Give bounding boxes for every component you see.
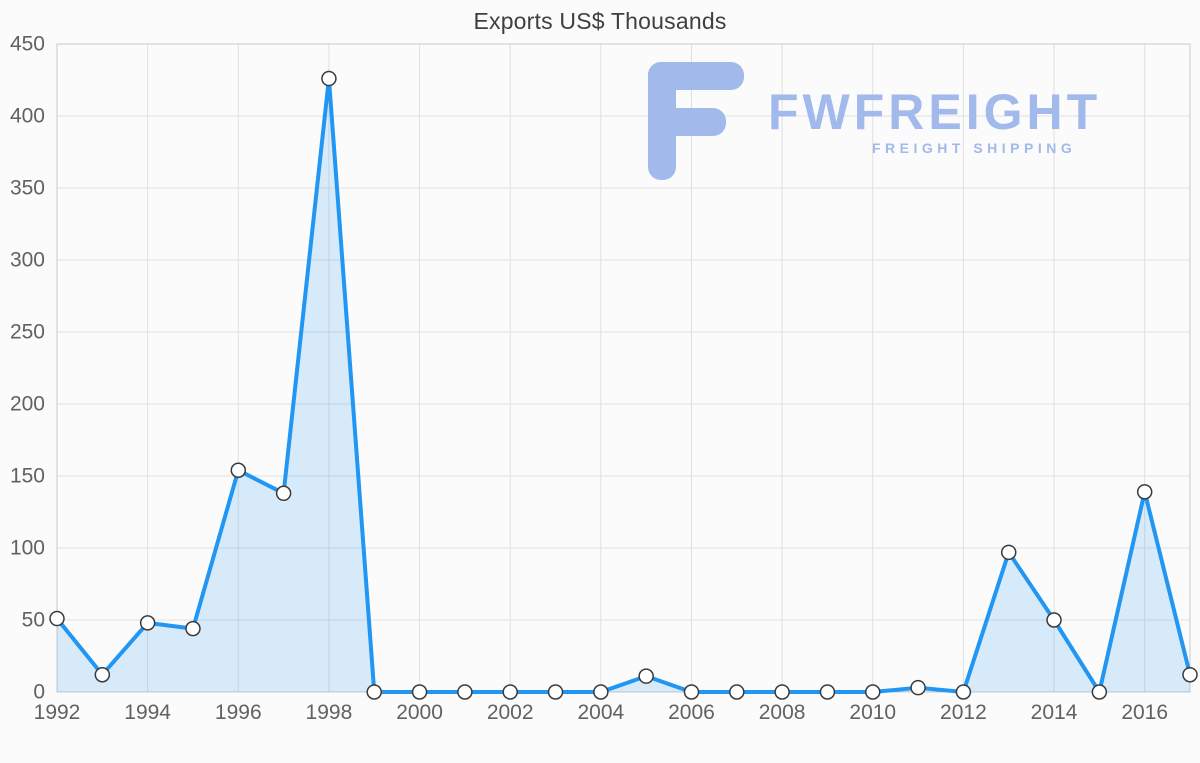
- y-tick-label: 200: [10, 393, 45, 416]
- data-point-2005[interactable]: [638, 668, 654, 684]
- x-tick-label: 2008: [759, 701, 806, 724]
- chart-title: Exports US$ Thousands: [473, 8, 727, 34]
- x-tick-label: 2016: [1121, 701, 1168, 724]
- data-point-2010[interactable]: [865, 684, 881, 700]
- y-tick-label: 300: [10, 249, 45, 272]
- data-point-2013[interactable]: [1000, 544, 1017, 561]
- data-point-2015[interactable]: [1091, 684, 1108, 700]
- data-point-2011[interactable]: [910, 679, 926, 696]
- y-tick-label: 250: [10, 321, 45, 344]
- data-point-1997[interactable]: [275, 485, 292, 502]
- y-tick-label: 100: [10, 537, 45, 560]
- data-point-2000[interactable]: [411, 684, 428, 700]
- y-tick-label: 400: [10, 105, 45, 128]
- data-point-1999[interactable]: [366, 684, 382, 700]
- y-tick-label: 350: [10, 177, 45, 200]
- data-point-1994[interactable]: [139, 615, 156, 631]
- x-tick-label: 1998: [306, 701, 353, 724]
- x-tick-label: 1996: [215, 701, 262, 724]
- x-tick-label: 1994: [124, 701, 171, 724]
- data-point-1998[interactable]: [321, 70, 337, 87]
- x-tick-label: 1992: [34, 701, 81, 724]
- x-tick-label: 2012: [940, 701, 987, 724]
- data-point-1992[interactable]: [49, 610, 65, 627]
- data-point-2016[interactable]: [1136, 484, 1153, 500]
- data-point-1995[interactable]: [185, 620, 201, 637]
- data-point-2014[interactable]: [1046, 612, 1062, 628]
- x-tick-label: 2006: [668, 701, 715, 724]
- x-tick-label: 2014: [1031, 701, 1078, 724]
- data-point-1996[interactable]: [230, 462, 247, 478]
- series-line: [55, 76, 1192, 694]
- data-point-1993[interactable]: [94, 666, 111, 683]
- data-point-2017[interactable]: [1182, 666, 1198, 683]
- data-point-2009[interactable]: [819, 684, 836, 700]
- data-point-2001[interactable]: [457, 684, 473, 700]
- y-tick-label: 0: [33, 681, 45, 704]
- data-point-2012[interactable]: [955, 684, 972, 700]
- x-tick-label: 2002: [487, 701, 534, 724]
- data-point-2006[interactable]: [683, 684, 700, 700]
- x-tick-label: 2000: [396, 701, 443, 724]
- data-point-2002[interactable]: [502, 684, 518, 700]
- plot-border: [56, 43, 1191, 693]
- data-point-2008[interactable]: [774, 684, 790, 700]
- x-tick-label: 2010: [849, 701, 896, 724]
- series-area-fill: [57, 78, 1190, 692]
- y-tick-label: 50: [22, 609, 45, 632]
- y-tick-label: 150: [10, 465, 45, 488]
- data-point-2004[interactable]: [593, 684, 609, 700]
- x-tick-label: 2004: [577, 701, 624, 724]
- data-point-2007[interactable]: [729, 684, 745, 700]
- y-tick-label: 450: [10, 33, 45, 56]
- data-point-2003[interactable]: [547, 684, 564, 700]
